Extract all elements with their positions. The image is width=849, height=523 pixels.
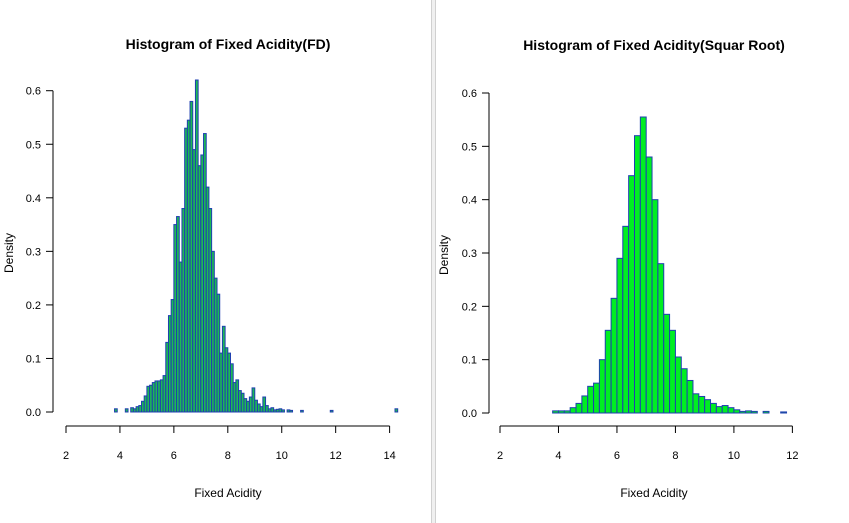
histogram-bar [669, 329, 676, 414]
histogram-bar [645, 156, 653, 414]
chart-title: Histogram of Fixed Acidity(FD) [126, 36, 331, 52]
histogram-bar [727, 407, 735, 414]
x-tick-label: 4 [555, 450, 561, 462]
y-tick-label: 0.5 [462, 141, 477, 153]
x-tick-label: 12 [786, 450, 798, 462]
x-tick-label: 12 [330, 450, 342, 462]
x-tick-label: 2 [63, 450, 69, 462]
x-tick-label: 6 [614, 450, 620, 462]
y-tick-label: 0.3 [26, 246, 41, 258]
histogram-bar [698, 395, 706, 414]
histogram-bar [569, 407, 577, 414]
histogram-bar [557, 410, 565, 414]
histogram-bar [593, 382, 600, 414]
x-tick-label: 2 [497, 450, 503, 462]
histogram-bars [114, 79, 399, 413]
right-histogram-panel: Histogram of Fixed Acidity(Squar Root) F… [435, 0, 849, 523]
histogram-bar [710, 402, 717, 414]
y-tick-label: 0.1 [462, 355, 477, 367]
histogram-bar [680, 368, 688, 414]
y-tick-label: 0.0 [462, 408, 477, 420]
histogram-bar [610, 297, 618, 414]
histogram-bar [780, 411, 788, 414]
y-tick-label: 0.4 [462, 195, 477, 207]
histogram-bar [394, 408, 399, 413]
histogram-bar [750, 410, 758, 414]
histogram-bar [651, 199, 659, 414]
y-tick-label: 0.5 [26, 139, 41, 151]
y-axis: 0.0 0.1 0.2 0.3 0.4 0.5 0.6 [462, 88, 490, 420]
y-tick-label: 0.2 [462, 301, 477, 313]
x-tick-label: 8 [672, 450, 678, 462]
histogram-bar [733, 409, 741, 414]
x-axis: 2 4 6 8 10 12 14 [63, 425, 396, 462]
x-tick-label: 14 [383, 450, 395, 462]
histogram-bar [721, 405, 729, 414]
histogram-bar [329, 409, 334, 413]
histogram-bar [657, 263, 665, 414]
y-tick-label: 0.3 [462, 248, 477, 260]
histogram-bar [114, 408, 118, 413]
y-axis-label: Density [2, 233, 16, 273]
histogram-bar [622, 225, 630, 414]
histogram-bar [575, 402, 583, 414]
histogram-bar [715, 406, 723, 414]
y-tick-label: 0.1 [26, 353, 41, 365]
y-axis-label: Density [437, 235, 451, 275]
histogram-bar [628, 175, 635, 414]
x-tick-label: 4 [117, 450, 123, 462]
histogram-bar [704, 399, 712, 414]
histogram-bar [745, 410, 752, 414]
y-tick-label: 0.2 [26, 300, 41, 312]
x-tick-label: 10 [276, 450, 288, 462]
histogram-bar [289, 409, 294, 413]
histogram-bar [639, 116, 647, 414]
y-tick-label: 0.6 [462, 88, 477, 100]
histogram-bar [686, 379, 694, 414]
histogram-bar [604, 329, 612, 414]
x-tick-label: 6 [171, 450, 177, 462]
histogram-bar [739, 410, 747, 414]
histogram-bar [692, 393, 700, 414]
histogram-bar [581, 395, 589, 414]
histogram-bar [762, 410, 770, 414]
histogram-bar [281, 409, 285, 413]
histogram-bar [634, 135, 641, 414]
histogram-bars [552, 116, 788, 414]
histogram-bar [616, 257, 624, 414]
left-histogram-chart: Histogram of Fixed Acidity(FD) Fixed Aci… [2, 36, 399, 500]
chart-title: Histogram of Fixed Acidity(Squar Root) [523, 37, 785, 53]
y-tick-label: 0.0 [26, 407, 41, 419]
histogram-bar [124, 408, 129, 413]
y-tick-label: 0.4 [26, 193, 41, 205]
x-tick-label: 10 [728, 450, 740, 462]
histogram-bar [598, 359, 606, 414]
histogram-bar [587, 385, 595, 414]
histogram-bar [300, 409, 304, 413]
histogram-bar [663, 313, 671, 414]
x-tick-label: 8 [225, 450, 231, 462]
x-axis: 2 4 6 8 10 12 [497, 425, 799, 462]
right-histogram-chart: Histogram of Fixed Acidity(Squar Root) F… [437, 37, 799, 500]
y-axis: 0.0 0.1 0.2 0.3 0.4 0.5 0.6 [26, 86, 54, 419]
x-axis-label: Fixed Acidity [194, 486, 261, 500]
y-tick-label: 0.6 [26, 86, 41, 98]
histogram-bar [563, 410, 571, 414]
histogram-bar [674, 356, 682, 414]
x-axis-label: Fixed Acidity [620, 486, 687, 500]
histogram-bar [262, 396, 267, 413]
histogram-bar [552, 410, 559, 414]
left-histogram-panel: Histogram of Fixed Acidity(FD) Fixed Aci… [0, 0, 432, 523]
